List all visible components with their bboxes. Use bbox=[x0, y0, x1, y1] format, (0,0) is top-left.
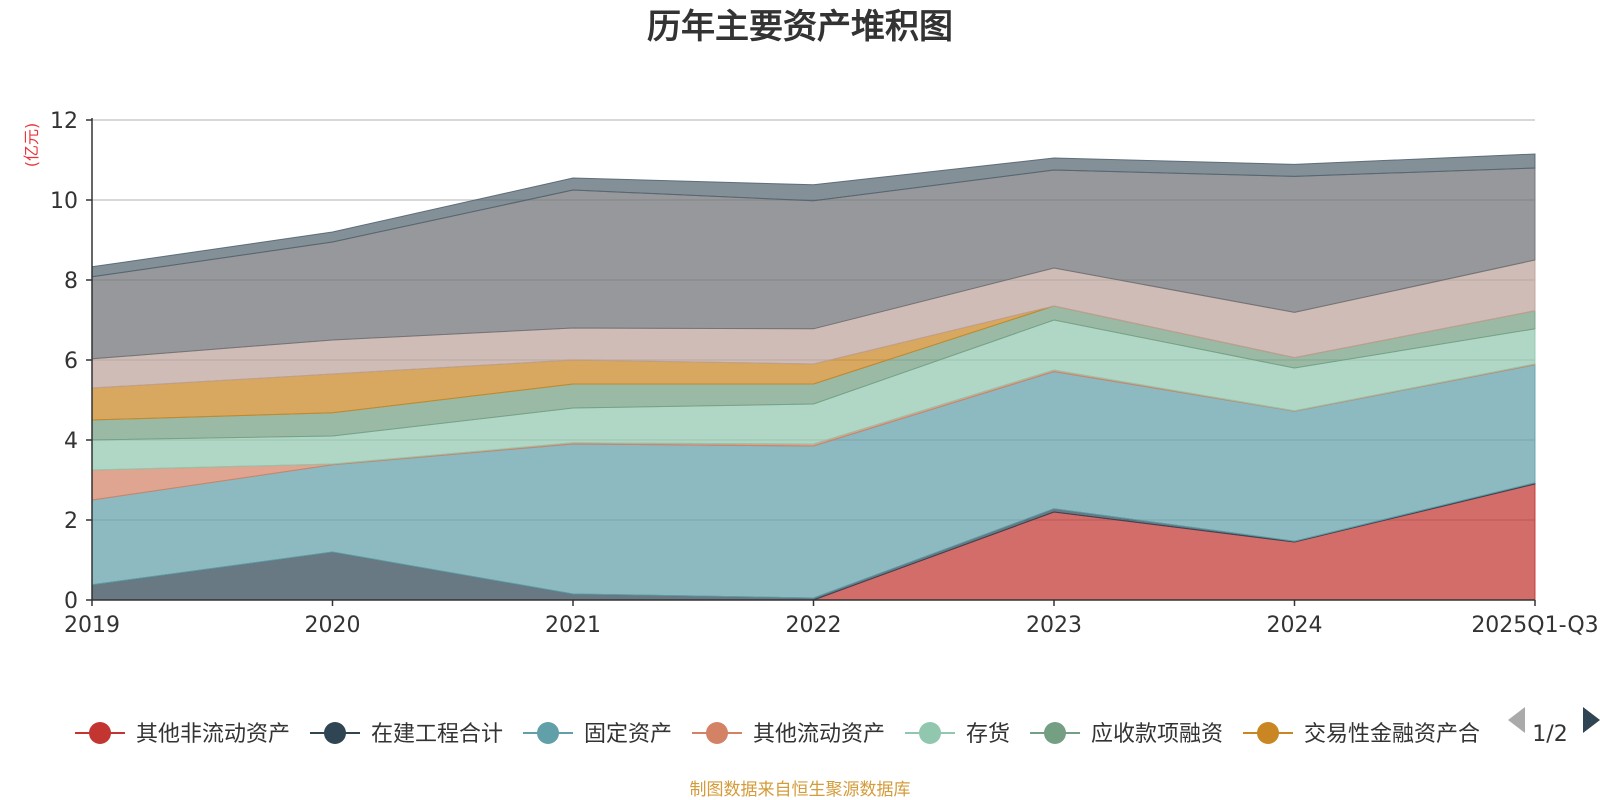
legend-pager: 1/2 bbox=[1508, 707, 1600, 747]
legend-item-6[interactable]: 交易性金融资产合 bbox=[1243, 722, 1480, 747]
legend-item-3[interactable]: 其他流动资产 bbox=[692, 722, 885, 747]
y-tick-label-0: 0 bbox=[64, 589, 78, 614]
legend-item-1[interactable]: 在建工程合计 bbox=[310, 722, 503, 747]
legend-marker-icon bbox=[1257, 722, 1279, 744]
legend-marker-icon bbox=[1044, 722, 1066, 744]
chart-title: 历年主要资产堆积图 bbox=[647, 7, 953, 47]
x-tick-label-0: 2019 bbox=[64, 613, 120, 638]
legend-item-5[interactable]: 应收款项融资 bbox=[1030, 722, 1223, 747]
legend: 其他非流动资产 在建工程合计 固定资产 其他流动资产 存货 应收款项融资 交易性金融资产合 bbox=[75, 722, 1480, 747]
legend-label: 在建工程合计 bbox=[371, 722, 503, 747]
x-tick-label-1: 2020 bbox=[305, 613, 361, 638]
y-tick-label-2: 2 bbox=[64, 509, 78, 534]
y-tick-label-6: 6 bbox=[64, 349, 78, 374]
x-tick-label-3: 2022 bbox=[786, 613, 842, 638]
y-tick-label-10: 10 bbox=[50, 189, 78, 214]
x-tick-label-2: 2021 bbox=[545, 613, 601, 638]
triangle-left-icon[interactable] bbox=[1508, 707, 1525, 733]
y-tick-label-4: 4 bbox=[64, 429, 78, 454]
y-tick-label-8: 8 bbox=[64, 269, 78, 294]
area-series-9[interactable] bbox=[91, 153, 1536, 278]
legend-label: 应收款项融资 bbox=[1091, 722, 1223, 747]
legend-marker-icon bbox=[89, 722, 111, 744]
legend-page-indicator: 1/2 bbox=[1532, 722, 1567, 747]
y-tick-label-12: 12 bbox=[50, 109, 78, 134]
legend-marker-icon bbox=[919, 722, 941, 744]
legend-marker-icon bbox=[324, 722, 346, 744]
x-tick-label-6: 2025Q1-Q3 bbox=[1471, 613, 1598, 638]
triangle-right-icon[interactable] bbox=[1583, 707, 1600, 733]
x-tick-label-4: 2023 bbox=[1026, 613, 1082, 638]
legend-label: 固定资产 bbox=[584, 722, 672, 747]
axis-layer: 0 2 4 6 8 10 12 2019 2020 2021 2022 2023 2024 2025Q1-… bbox=[50, 109, 1599, 638]
data-source-note: 制图数据来自恒生聚源数据库 bbox=[690, 780, 911, 800]
legend-label: 交易性金融资产合 bbox=[1304, 722, 1480, 747]
x-tick-label-5: 2024 bbox=[1267, 613, 1323, 638]
legend-marker-icon bbox=[537, 722, 559, 744]
y-axis-unit-label: (亿元) bbox=[22, 123, 41, 168]
legend-marker-icon bbox=[706, 722, 728, 744]
legend-item-0[interactable]: 其他非流动资产 bbox=[75, 722, 290, 747]
legend-label: 存货 bbox=[966, 722, 1010, 747]
legend-label: 其他非流动资产 bbox=[136, 722, 290, 747]
area-layer bbox=[91, 153, 1536, 601]
legend-label: 其他流动资产 bbox=[753, 722, 885, 747]
legend-item-4[interactable]: 存货 bbox=[905, 722, 1010, 747]
legend-item-2[interactable]: 固定资产 bbox=[523, 722, 672, 747]
